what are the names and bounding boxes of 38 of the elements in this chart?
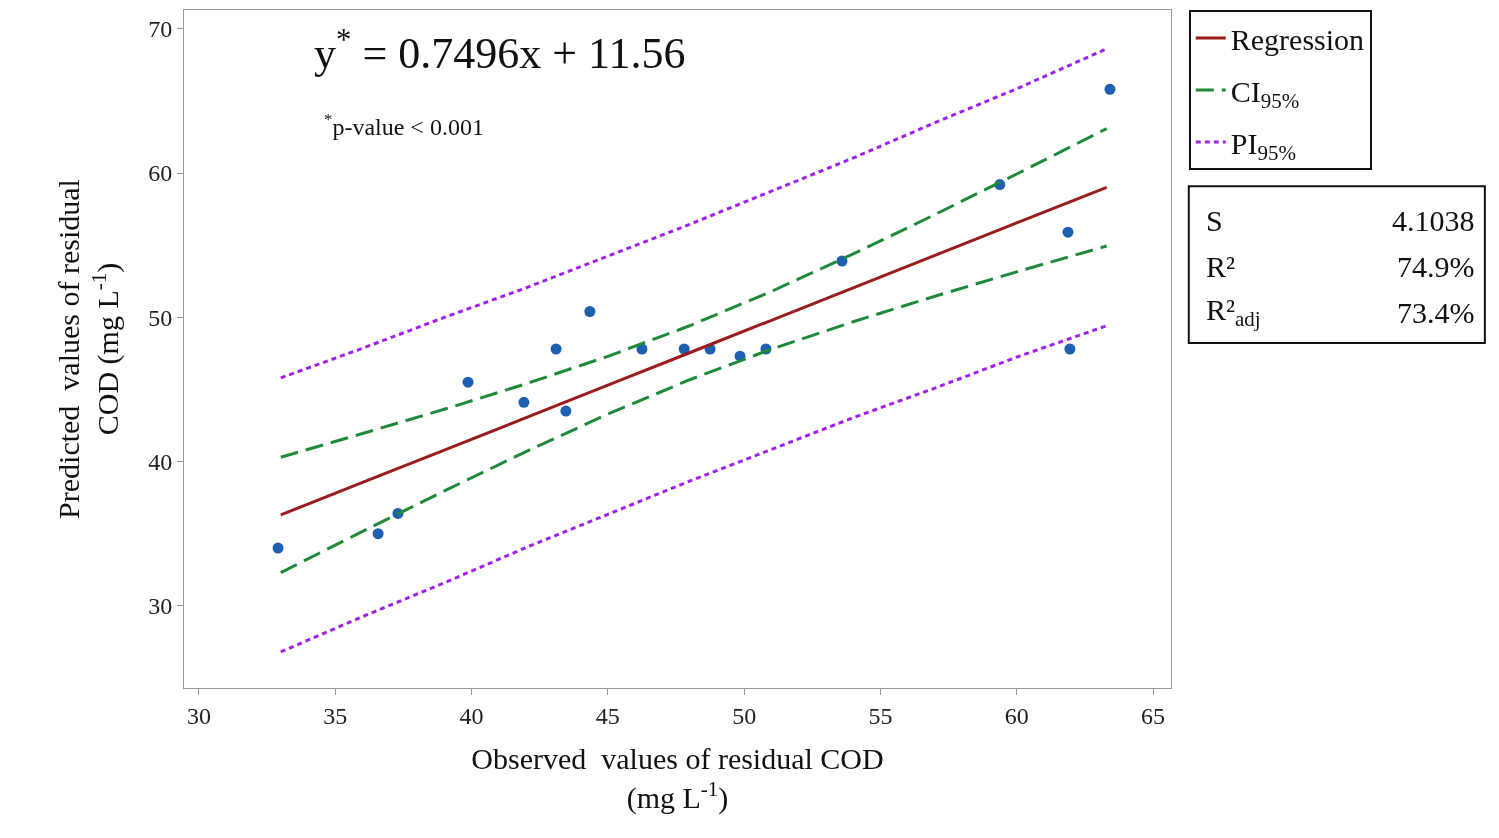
point (560, 405, 572, 417)
line-series (279, 324, 1109, 654)
y-tick-label: 70 (148, 16, 173, 43)
point (584, 305, 596, 317)
point (1104, 83, 1116, 95)
y-tick-label: 60 (148, 160, 173, 187)
line-series (279, 185, 1109, 517)
y-tick-label: 50 (148, 304, 173, 331)
text: 74.9% (1397, 250, 1475, 283)
legend-label: CI$_{95%}$ (1230, 74, 1300, 113)
point (272, 542, 284, 554)
point (1064, 343, 1076, 355)
text: S (1206, 204, 1223, 237)
x-tick-label: 55 (868, 702, 893, 729)
x-tick-label: 35 (323, 702, 348, 729)
text: R²$_{adj}$ (1206, 293, 1261, 332)
x-tick-label: 30 (186, 702, 211, 729)
y-tick-label: 30 (148, 593, 173, 620)
x-axis-title: Observed values of residual COD (mg L$^{-1}$) (471, 742, 884, 816)
x-tick-label: 40 (459, 702, 484, 729)
line-series (279, 244, 1109, 575)
x-tick-label: 45 (595, 702, 620, 729)
legend-label: Regression (1230, 22, 1365, 56)
text: 4.1038 (1392, 204, 1475, 237)
x-tick-label: 60 (1004, 702, 1029, 729)
point (462, 376, 474, 388)
text: R² (1206, 250, 1236, 283)
legend-label: PI$_{95%}$ (1230, 126, 1296, 165)
y-tick-label: 40 (148, 448, 173, 475)
point (1062, 226, 1074, 238)
annotation: y$^{*}$ = 0.7496x + 11.56 (314, 23, 686, 79)
point (550, 343, 562, 355)
x-tick-label: 50 (732, 702, 757, 729)
annotation: $^{*}$p-value < 0.001 (324, 110, 484, 141)
text: 73.4% (1397, 296, 1475, 329)
point (518, 396, 530, 408)
x-tick-label: 65 (1141, 702, 1166, 729)
point (372, 528, 384, 540)
